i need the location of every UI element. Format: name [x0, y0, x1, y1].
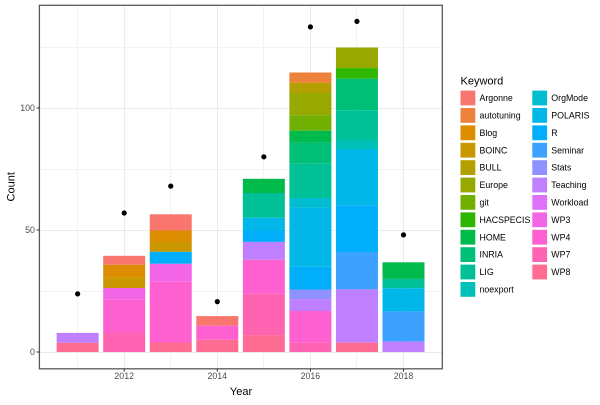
svg-text:0: 0: [30, 347, 35, 357]
svg-text:autotuning: autotuning: [480, 111, 521, 121]
svg-text:Teaching: Teaching: [551, 180, 586, 190]
svg-text:noexport: noexport: [480, 285, 515, 295]
svg-text:WP3: WP3: [551, 215, 570, 225]
svg-text:LIG: LIG: [480, 267, 494, 277]
svg-text:2012: 2012: [114, 371, 134, 381]
svg-text:R: R: [551, 128, 557, 138]
svg-text:WP4: WP4: [551, 232, 570, 242]
svg-text:BULL: BULL: [480, 163, 502, 173]
svg-text:BOINC: BOINC: [480, 145, 509, 155]
svg-text:POLARIS: POLARIS: [551, 111, 589, 121]
svg-text:2016: 2016: [301, 371, 321, 381]
svg-text:Stats: Stats: [551, 163, 572, 173]
svg-text:WP8: WP8: [551, 267, 570, 277]
svg-text:Year: Year: [230, 386, 253, 398]
svg-text:2018: 2018: [394, 371, 414, 381]
svg-text:OrgMode: OrgMode: [551, 93, 588, 103]
svg-text:Workload: Workload: [551, 198, 588, 208]
svg-text:Europe: Europe: [480, 180, 508, 190]
svg-text:2014: 2014: [208, 371, 228, 381]
svg-text:Blog: Blog: [480, 128, 498, 138]
svg-text:HACSPECIS: HACSPECIS: [480, 215, 531, 225]
svg-text:Argonne: Argonne: [480, 93, 513, 103]
svg-text:Seminar: Seminar: [551, 145, 584, 155]
svg-text:INRIA: INRIA: [480, 250, 504, 260]
svg-text:WP7: WP7: [551, 250, 570, 260]
svg-text:100: 100: [20, 103, 35, 113]
svg-text:HOME: HOME: [480, 232, 507, 242]
svg-text:git: git: [480, 198, 490, 208]
svg-text:Keyword: Keyword: [461, 76, 504, 88]
svg-text:50: 50: [25, 225, 35, 235]
svg-text:Count: Count: [6, 172, 18, 201]
